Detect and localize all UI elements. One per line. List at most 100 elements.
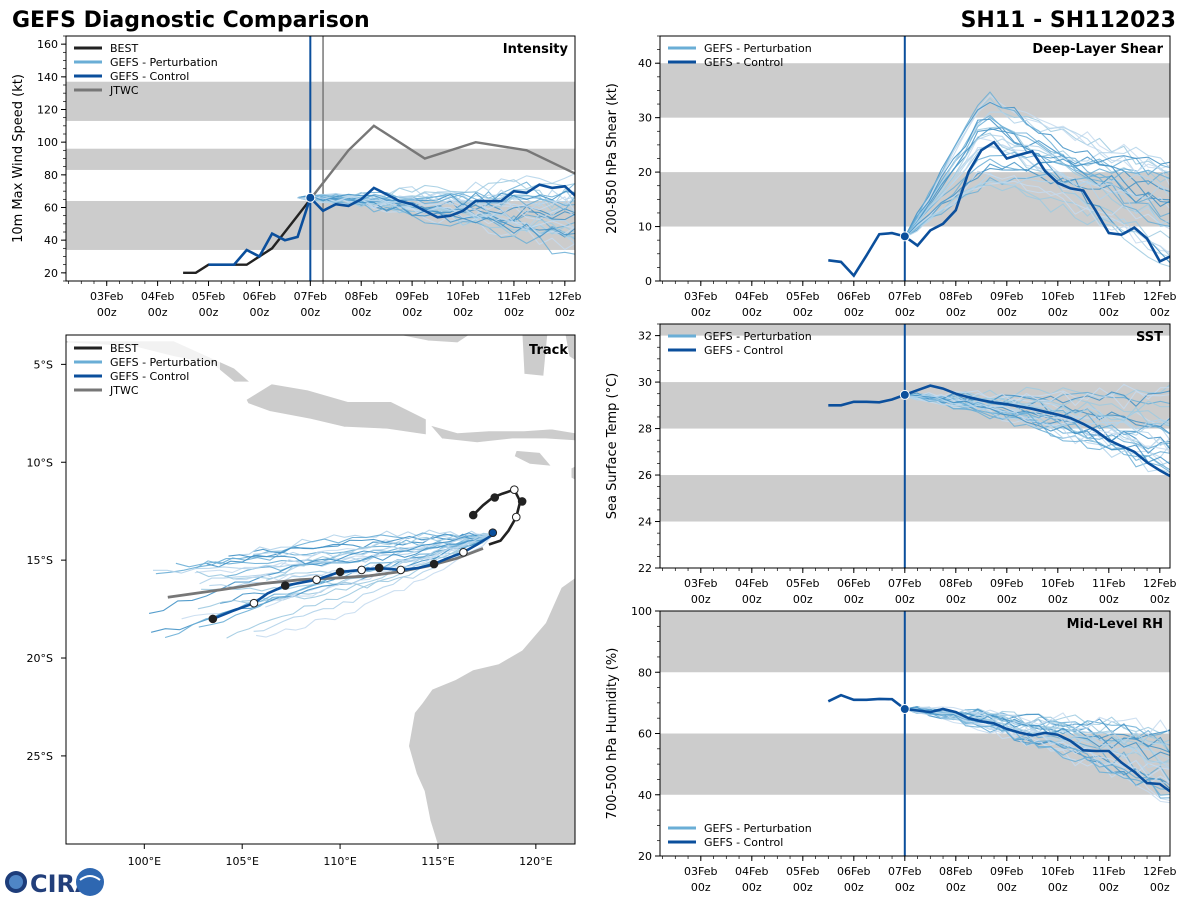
intensity-perturbation-member: [297, 179, 575, 199]
shear-ytick-label: 40: [638, 57, 652, 70]
rh-perturbation-member: [904, 708, 1170, 804]
shear-plot-area: [660, 36, 1170, 281]
intensity-ytick-label: 140: [37, 71, 58, 84]
rh-xtick-day: 04Feb: [735, 865, 768, 878]
shear-xtick-hour: 00z: [793, 306, 813, 319]
shear-xtick-hour: 00z: [742, 306, 762, 319]
track-xtick-label: 110°E: [323, 855, 356, 868]
shear-xtick-day: 05Feb: [786, 290, 819, 303]
sst-ytick-label: 24: [638, 516, 652, 529]
figure-title: GEFS Diagnostic Comparison: [12, 8, 370, 33]
intensity-perturbation-member: [297, 190, 575, 206]
sst-panel-title: SST: [1136, 330, 1163, 345]
track-perturbation-member: [206, 532, 493, 568]
shear-perturbation-member: [904, 145, 1170, 238]
land-sulawesi-se: [564, 335, 575, 361]
sst-ytick-label: 30: [638, 376, 652, 389]
legend-label-perturbation: GEFS - Perturbation: [110, 356, 218, 369]
sst-series-control: [828, 384, 1170, 478]
shear-xtick-day: 10Feb: [1041, 290, 1074, 303]
track-perturbation-member: [256, 534, 494, 638]
legend-label-best: BEST: [110, 42, 138, 55]
sst-perturbation-member: [904, 393, 1170, 447]
shear-xtick-day: 11Feb: [1092, 290, 1125, 303]
rh-xtick-day: 09Feb: [990, 865, 1023, 878]
track-perturbation-member: [150, 534, 494, 633]
track-control-marker: [249, 598, 259, 608]
intensity-xtick-day: 04Feb: [141, 290, 174, 303]
shear-xtick-hour: 00z: [997, 306, 1017, 319]
rh-threshold-band: [660, 733, 1170, 795]
sst-ytick-label: 32: [638, 330, 652, 343]
sst-xtick-hour: 00z: [793, 593, 813, 606]
rh-series-control: [827, 693, 1170, 793]
shear-ytick-label: 20: [638, 166, 652, 179]
track-control-marker: [357, 565, 366, 575]
shear-perturbation-member: [904, 101, 1170, 238]
shear-panel: 0 10 20 30 40 03Feb 00z 04Feb 00z 05Feb 00z 06Feb 00…: [605, 35, 1177, 319]
rh-ylabel: 700-500 hPa Humidity (%): [605, 648, 620, 820]
legend-label-perturbation: GEFS - Perturbation: [704, 330, 812, 343]
track-perturbation-member: [252, 534, 493, 558]
intensity-xtick-hour: 00z: [402, 306, 422, 319]
sst-xtick-day: 09Feb: [990, 577, 1023, 590]
intensity-xtick-day: 10Feb: [446, 290, 479, 303]
sst-xtick-hour: 00z: [844, 593, 864, 606]
track-axes-frame: [65, 334, 576, 845]
rh-xtick-hour: 00z: [946, 881, 966, 894]
track-best-marker: [510, 485, 519, 494]
track-control-marker: [488, 528, 498, 538]
intensity-perturbation-member: [297, 194, 575, 213]
track-xtick-label: 100°E: [128, 855, 161, 868]
rh-threshold-band: [660, 611, 1170, 673]
track-ytick-label: 10°S: [27, 456, 53, 469]
shear-xtick-hour: 00z: [691, 306, 711, 319]
intensity-ytick-label: 20: [44, 267, 58, 280]
sst-xtick-day: 04Feb: [735, 577, 768, 590]
sst-perturbation-member: [904, 383, 1170, 400]
track-control-line: [212, 533, 494, 621]
sst-threshold-band: [660, 475, 1170, 522]
legend-label-perturbation: GEFS - Perturbation: [704, 822, 812, 835]
track-control-marker: [396, 565, 406, 575]
track-perturbation-member: [175, 534, 493, 568]
shear-perturbation-member: [904, 170, 1170, 255]
intensity-xtick-hour: 00z: [555, 306, 575, 319]
land-timor: [570, 465, 575, 481]
shear-perturbation-member: [904, 132, 1170, 268]
rh-xtick-hour: 00z: [895, 881, 915, 894]
sst-xtick-hour: 00z: [1099, 593, 1119, 606]
legend-label-control: GEFS - Control: [110, 370, 189, 383]
legend-label-best: BEST: [110, 342, 138, 355]
sst-ytick-label: 26: [638, 469, 652, 482]
track-control-marker: [335, 567, 345, 577]
rh-xtick-day: 10Feb: [1041, 865, 1074, 878]
track-perturbation-member: [153, 534, 493, 574]
sst-ytick-label: 22: [638, 562, 652, 575]
shear-xtick-day: 07Feb: [888, 290, 921, 303]
rh-xtick-day: 11Feb: [1092, 865, 1125, 878]
shear-perturbation-member: [904, 178, 1170, 238]
intensity-xtick-day: 06Feb: [243, 290, 276, 303]
intensity-xtick-day: 03Feb: [90, 290, 123, 303]
intensity-xtick-day: 12Feb: [548, 290, 581, 303]
track-control-marker: [374, 563, 384, 573]
shear-xtick-day: 08Feb: [939, 290, 972, 303]
shear-xtick-day: 04Feb: [735, 290, 768, 303]
intensity-xtick-day: 11Feb: [497, 290, 530, 303]
intensity-panel-title: Intensity: [503, 42, 569, 57]
sst-xtick-hour: 00z: [1048, 593, 1068, 606]
intensity-xtick-hour: 00z: [453, 306, 473, 319]
intensity-xtick-day: 05Feb: [192, 290, 225, 303]
land-borneo: [310, 335, 471, 344]
shear-xtick-hour: 00z: [1099, 306, 1119, 319]
rh-ytick-label: 60: [638, 728, 652, 741]
legend-label-control: GEFS - Control: [704, 56, 783, 69]
intensity-xtick-hour: 00z: [250, 306, 270, 319]
track-xtick-label: 105°E: [225, 855, 258, 868]
rh-xtick-hour: 00z: [1099, 881, 1119, 894]
sst-xtick-day: 06Feb: [837, 577, 870, 590]
sst-xtick-hour: 00z: [1150, 593, 1170, 606]
sst-xtick-hour: 00z: [691, 593, 711, 606]
